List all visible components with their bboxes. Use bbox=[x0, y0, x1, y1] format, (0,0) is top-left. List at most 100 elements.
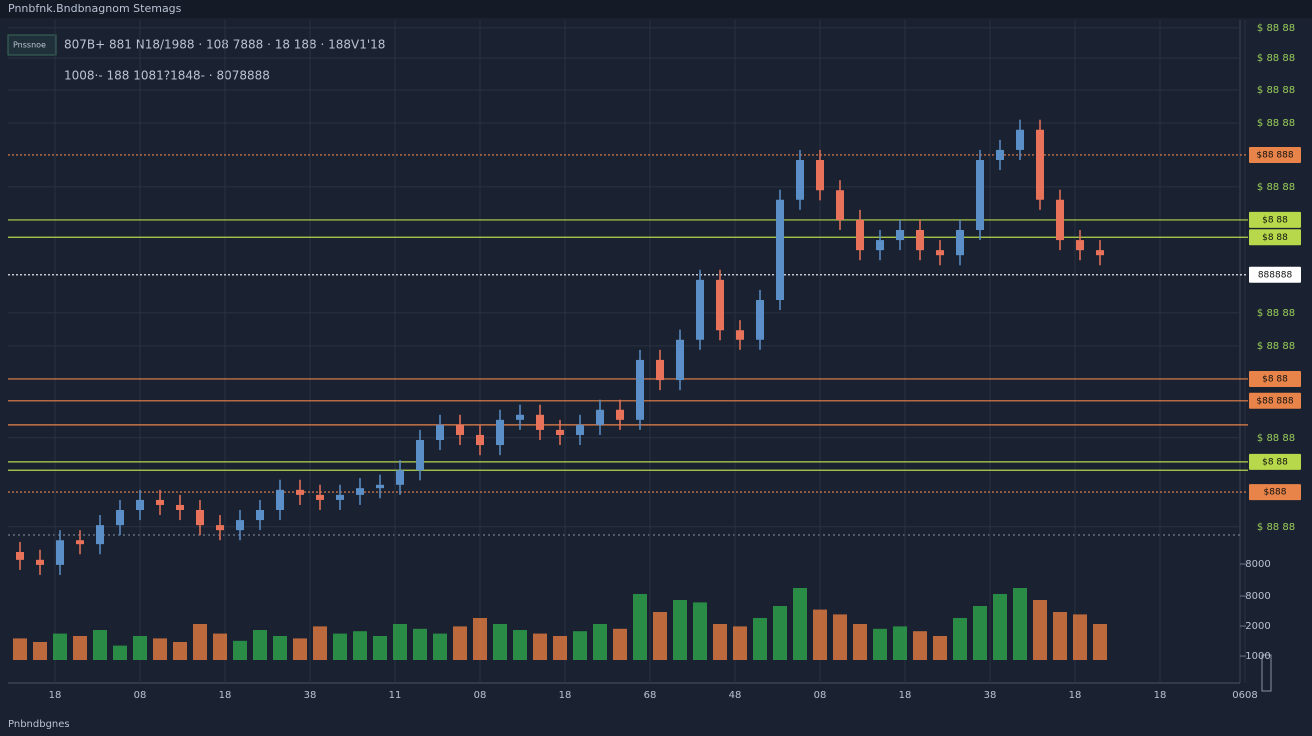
volume-bar bbox=[813, 609, 827, 660]
volume-bar bbox=[93, 630, 107, 660]
x-tick-label: 08 bbox=[474, 690, 487, 701]
volume-bar bbox=[953, 618, 967, 660]
candle-body bbox=[716, 279, 724, 331]
candle-body bbox=[1096, 250, 1104, 256]
volume-bar bbox=[773, 606, 787, 660]
volume-bar bbox=[593, 624, 607, 660]
level-tag bbox=[1249, 229, 1301, 246]
candle-body bbox=[276, 489, 284, 510]
x-tick-label: 11 bbox=[389, 690, 402, 701]
tab[interactable] bbox=[7, 34, 57, 56]
volume-bar bbox=[113, 645, 127, 660]
x-tick-label: 18 bbox=[49, 690, 62, 701]
volume-bar bbox=[933, 636, 947, 660]
candle-body bbox=[1036, 129, 1044, 200]
x-tick-label: 18 bbox=[1069, 690, 1082, 701]
candle-body bbox=[996, 149, 1004, 160]
y-tick-label: $ 88 88 bbox=[1257, 23, 1295, 34]
volume-bar bbox=[793, 588, 807, 660]
volume-bar bbox=[1033, 600, 1047, 660]
volume-bar bbox=[213, 633, 227, 660]
volume-bar bbox=[553, 636, 567, 660]
volume-bar bbox=[693, 602, 707, 660]
volume-bar bbox=[513, 630, 527, 660]
volume-bar bbox=[273, 636, 287, 660]
volume-bar bbox=[73, 636, 87, 660]
candle-body bbox=[816, 160, 824, 191]
volume-bar bbox=[153, 638, 167, 660]
level-label: $8 88 bbox=[1262, 215, 1288, 225]
volume-bar bbox=[753, 618, 767, 660]
volume-bar bbox=[53, 633, 67, 660]
volume-bar bbox=[833, 614, 847, 660]
status-text: Pnbndbgnes bbox=[8, 719, 70, 730]
volume-bar bbox=[533, 633, 547, 660]
candle-body bbox=[1056, 199, 1064, 241]
x-tick-label: 08 bbox=[134, 690, 147, 701]
candle-body bbox=[976, 160, 984, 230]
volume-bar bbox=[1093, 624, 1107, 660]
candle-body bbox=[476, 434, 484, 446]
volume-bar bbox=[913, 631, 927, 660]
candle-body bbox=[956, 230, 964, 256]
candle-body bbox=[196, 510, 204, 526]
volume-bar bbox=[493, 624, 507, 660]
candle-body bbox=[916, 230, 924, 251]
volume-bar bbox=[733, 626, 747, 660]
candle-body bbox=[596, 409, 604, 425]
candle-body bbox=[76, 540, 84, 545]
volume-tick-label: 8000 bbox=[1245, 559, 1270, 570]
level-label: $888 bbox=[1264, 488, 1287, 498]
scroll-handle[interactable] bbox=[1261, 654, 1272, 692]
info-line: 1008·- 188 1081?1848- · 8078888 bbox=[64, 69, 270, 83]
tab-label[interactable]: Pnssnoe bbox=[13, 41, 46, 50]
candle-body bbox=[516, 414, 524, 420]
candle-body bbox=[736, 330, 744, 340]
volume-bar bbox=[673, 600, 687, 660]
volume-bar bbox=[713, 624, 727, 660]
candle-body bbox=[756, 300, 764, 340]
candle-body bbox=[1016, 129, 1024, 150]
volume-bar bbox=[133, 636, 147, 660]
candle-body bbox=[896, 230, 904, 241]
y-tick-label: $ 88 88 bbox=[1257, 85, 1295, 96]
candle-body bbox=[856, 219, 864, 251]
volume-bar bbox=[873, 628, 887, 660]
volume-bar bbox=[413, 628, 427, 660]
level-label: $8 88 bbox=[1262, 457, 1288, 467]
volume-tick-label: 1000 bbox=[1245, 651, 1270, 662]
level-tag bbox=[1249, 370, 1301, 387]
candle-body bbox=[616, 409, 624, 420]
candle-body bbox=[216, 525, 224, 531]
candle-body bbox=[136, 499, 144, 510]
volume-bar bbox=[293, 638, 307, 660]
level-tag bbox=[1249, 484, 1301, 501]
volume-bar bbox=[993, 594, 1007, 660]
level-tag bbox=[1249, 146, 1301, 163]
candle-body bbox=[116, 510, 124, 526]
x-tick-label: 08 bbox=[814, 690, 827, 701]
candle-body bbox=[576, 424, 584, 435]
candle-body bbox=[536, 414, 544, 430]
candle-body bbox=[396, 470, 404, 485]
volume-bar bbox=[13, 638, 27, 660]
volume-bar bbox=[353, 631, 367, 660]
app-title: Pnnbfnk.Bndbnagnom Stemags bbox=[8, 2, 182, 15]
volume-bar bbox=[233, 640, 247, 660]
x-tick-label: 0608 bbox=[1232, 690, 1257, 701]
y-tick-label: $ 88 88 bbox=[1257, 308, 1295, 319]
volume-bar bbox=[393, 624, 407, 660]
volume-bar bbox=[893, 626, 907, 660]
volume-bar bbox=[373, 636, 387, 660]
candle-body bbox=[236, 520, 244, 531]
volume-bar bbox=[1053, 612, 1067, 660]
candle-body bbox=[936, 250, 944, 256]
candle-body bbox=[776, 199, 784, 300]
volume-bar bbox=[853, 624, 867, 660]
volume-bar bbox=[1073, 614, 1087, 660]
candle-body bbox=[456, 424, 464, 435]
candle-body bbox=[436, 424, 444, 440]
candle-body bbox=[656, 359, 664, 381]
candle-body bbox=[676, 339, 684, 381]
